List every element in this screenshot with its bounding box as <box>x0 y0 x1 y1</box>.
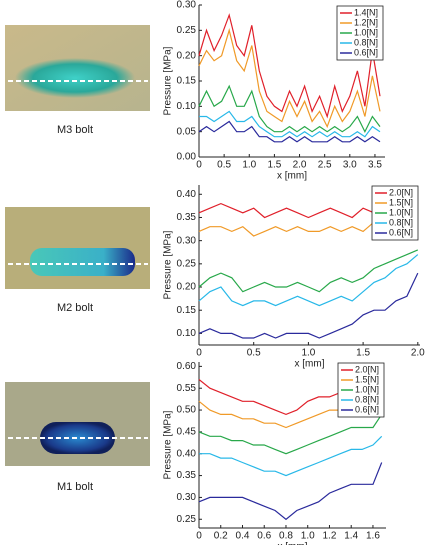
y-tick-label: 0.40 <box>177 189 197 200</box>
legend-label: 1.4[N] <box>354 7 378 17</box>
photo-m3 <box>5 25 150 111</box>
x-axis-label: x [mm] <box>277 171 307 182</box>
x-tick-label: 1.6 <box>366 531 380 542</box>
x-tick-label: 0 <box>196 531 202 542</box>
series-line <box>198 13 381 119</box>
photo-caption: M3 bolt <box>57 124 93 136</box>
series-line <box>198 120 381 143</box>
photo-m2 <box>5 207 150 289</box>
x-tick-label: 3.0 <box>343 160 357 171</box>
legend-label: 0.6[N] <box>389 227 413 237</box>
y-tick-label: 0.45 <box>177 427 197 438</box>
x-tick-label: 1.0 <box>242 160 256 171</box>
legend-label: 0.8[N] <box>354 37 378 47</box>
x-tick-label: 2.0 <box>411 348 425 359</box>
y-tick-label: 0.30 <box>177 235 197 246</box>
x-tick-label: 0 <box>196 348 202 359</box>
series-line <box>198 28 381 129</box>
y-tick-label: 0.30 <box>177 0 197 11</box>
x-tick-label: 2.0 <box>293 160 307 171</box>
series-line <box>198 254 419 307</box>
y-tick-label: 0.50 <box>177 405 197 416</box>
series-line <box>198 84 381 134</box>
x-tick-label: 0.4 <box>236 531 250 542</box>
legend-label: 0.8[N] <box>389 217 413 227</box>
y-tick-label: 0.10 <box>177 328 197 339</box>
y-tick-label: 0.25 <box>177 25 197 36</box>
y-axis-label: Pressure [MPa] <box>163 46 174 115</box>
photo-m1 <box>5 382 150 466</box>
legend-label: 0.8[N] <box>355 394 379 404</box>
y-tick-label: 0.40 <box>177 448 197 459</box>
series-line <box>198 272 419 339</box>
photo-caption: M1 bolt <box>57 481 93 493</box>
y-tick-label: 0.10 <box>177 101 197 112</box>
y-axis-label: Pressure [MPa] <box>163 230 174 299</box>
x-tick-label: 0.5 <box>217 160 231 171</box>
y-tick-label: 0.35 <box>177 212 197 223</box>
x-tick-label: 0.8 <box>279 531 293 542</box>
legend-label: 2.0[N] <box>389 187 413 197</box>
legend-label: 2.0[N] <box>355 364 379 374</box>
series-line <box>198 249 419 293</box>
series-line <box>198 414 383 455</box>
x-tick-label: 1.5 <box>356 348 370 359</box>
legend-label: 1.0[N] <box>389 207 413 217</box>
legend-label: 1.0[N] <box>354 27 378 37</box>
y-tick-label: 0.55 <box>177 383 197 394</box>
photo-caption: M2 bolt <box>57 302 93 314</box>
legend-label: 1.5[N] <box>389 197 413 207</box>
photo-stain <box>30 248 135 276</box>
photo-stain <box>15 58 135 98</box>
x-tick-label: 1.5 <box>267 160 281 171</box>
x-axis-label: x [mm] <box>295 359 325 370</box>
series-line <box>199 110 381 138</box>
x-axis-label: x [mm] <box>278 542 308 545</box>
x-tick-label: 0.6 <box>257 531 271 542</box>
legend-label: 1.0[N] <box>355 384 379 394</box>
x-tick-label: 1.2 <box>323 531 337 542</box>
y-tick-label: 0.20 <box>177 50 197 61</box>
y-tick-label: 0.05 <box>177 126 197 137</box>
x-tick-label: 1.4 <box>344 531 358 542</box>
y-tick-label: 0.25 <box>177 258 197 269</box>
y-tick-label: 0.60 <box>177 361 197 372</box>
legend-label: 0.6[N] <box>354 47 378 57</box>
x-tick-label: 1.0 <box>301 348 315 359</box>
x-tick-label: 2.5 <box>318 160 332 171</box>
y-tick-label: 0.20 <box>177 282 197 293</box>
series-line <box>198 462 383 521</box>
y-tick-label: 0.30 <box>177 492 197 503</box>
legend-label: 0.6[N] <box>355 404 379 414</box>
x-tick-label: 3.5 <box>368 160 382 171</box>
photo-stain <box>40 422 115 454</box>
legend-label: 1.5[N] <box>355 374 379 384</box>
x-tick-label: 0 <box>196 160 202 171</box>
series-line <box>199 435 383 477</box>
y-tick-label: 0.35 <box>177 470 197 481</box>
x-tick-label: 0.5 <box>247 348 261 359</box>
y-tick-label: 0.25 <box>177 514 197 525</box>
y-tick-label: 0.00 <box>177 152 197 163</box>
y-axis-label: Pressure [MPa] <box>163 410 174 479</box>
y-tick-label: 0.15 <box>177 76 197 87</box>
x-tick-label: 1.0 <box>301 531 315 542</box>
legend-label: 1.2[N] <box>354 17 378 27</box>
y-tick-label: 0.15 <box>177 305 197 316</box>
x-tick-label: 0.2 <box>214 531 228 542</box>
